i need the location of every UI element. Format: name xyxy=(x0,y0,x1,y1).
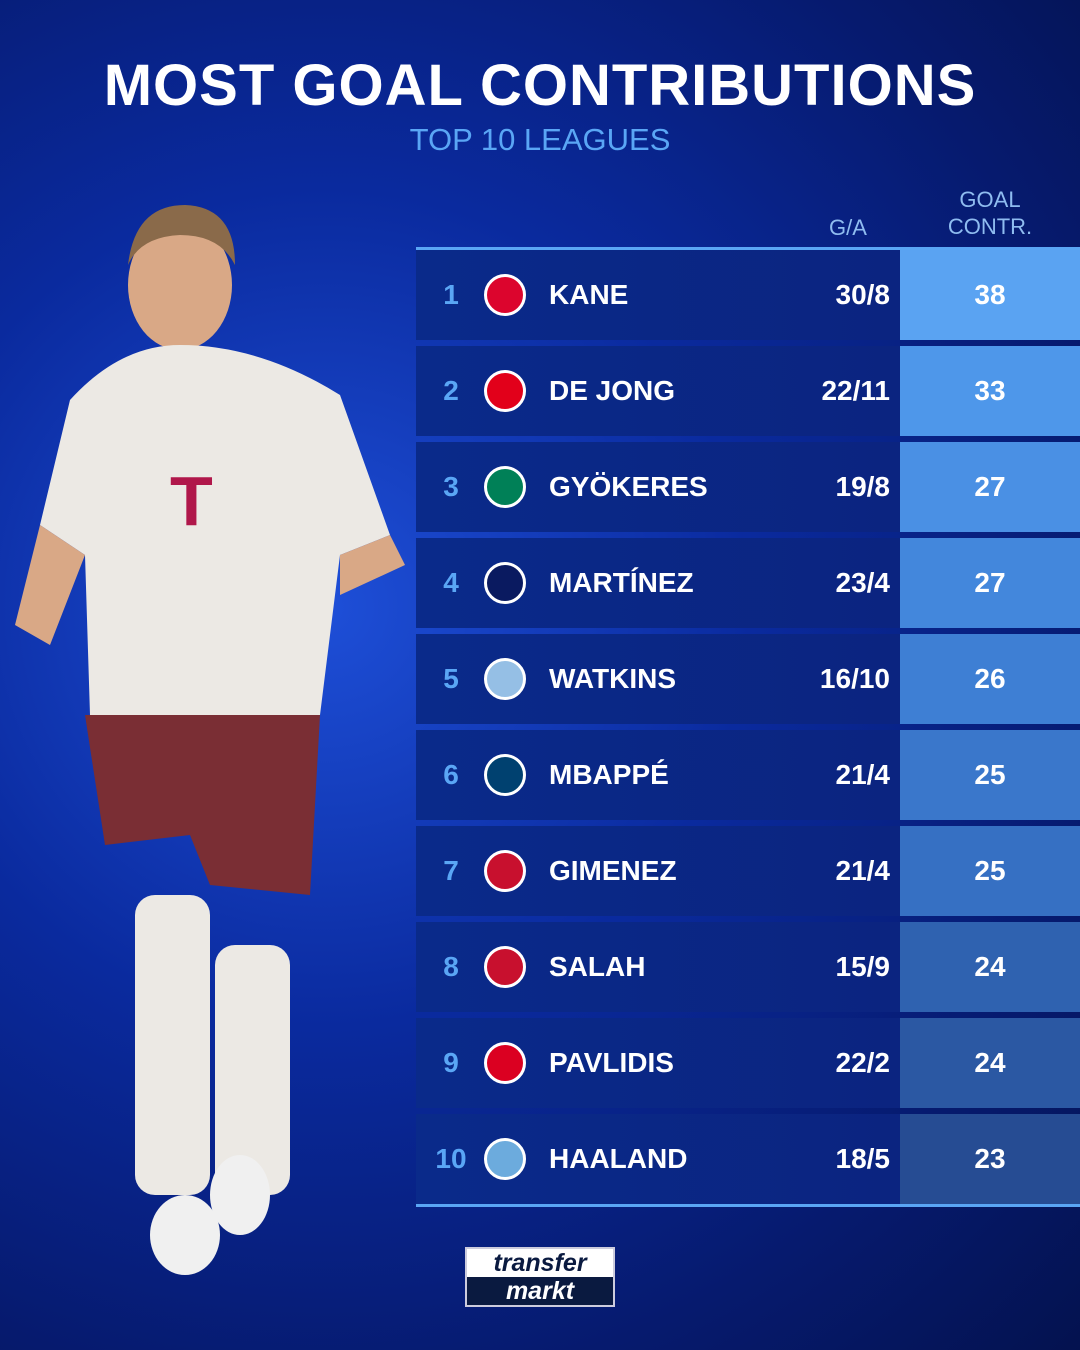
inter-crest-icon xyxy=(484,562,526,604)
goals-assists: 21/4 xyxy=(835,759,891,790)
column-header-line1: GOAL xyxy=(959,187,1021,212)
page-subtitle: TOP 10 LEAGUES xyxy=(409,122,671,157)
goal-contributions: 27 xyxy=(900,442,1080,532)
rank: 6 xyxy=(443,759,459,790)
column-header-line2: CONTR. xyxy=(947,214,1033,239)
rank: 3 xyxy=(443,471,459,502)
player-photo: T xyxy=(10,195,410,1285)
goals-assists: 21/4 xyxy=(835,855,891,886)
table-row: 1 KANE 30/8 38 xyxy=(416,250,1080,340)
table-row: 8 SALAH 15/9 24 xyxy=(416,922,1080,1012)
goal-contributions: 26 xyxy=(900,634,1080,724)
table-row: 4 MARTÍNEZ 23/4 27 xyxy=(416,538,1080,628)
goal-contributions: 23 xyxy=(900,1114,1080,1204)
goal-contributions: 38 xyxy=(900,250,1080,340)
transfermarkt-logo: transfer markt xyxy=(465,1247,615,1307)
player-name: KANE xyxy=(549,279,629,310)
goal-contributions: 24 xyxy=(900,922,1080,1012)
goal-contributions: 33 xyxy=(900,346,1080,436)
goals-assists: 19/8 xyxy=(835,471,891,502)
liverpool-crest-icon xyxy=(484,946,526,988)
rank: 10 xyxy=(435,1143,467,1174)
page-title: MOST GOAL CONTRIBUTIONS xyxy=(103,53,977,118)
goal-contributions: 24 xyxy=(900,1018,1080,1108)
table-top-divider xyxy=(416,247,1080,250)
goals-assists: 18/5 xyxy=(835,1143,891,1174)
psg-crest-icon xyxy=(484,754,526,796)
psv-crest-icon xyxy=(484,370,526,412)
goal-contributions: 27 xyxy=(900,538,1080,628)
svg-text:T: T xyxy=(170,462,213,540)
goals-assists: 15/9 xyxy=(835,951,891,982)
column-header-ga: G/A xyxy=(829,215,867,240)
player-name: PAVLIDIS xyxy=(549,1047,674,1078)
goals-assists: 22/11 xyxy=(821,375,890,406)
logo-line2: markt xyxy=(505,1277,575,1305)
player-name: SALAH xyxy=(549,951,646,982)
aston-villa-crest-icon xyxy=(484,658,526,700)
table-row: 9 PAVLIDIS 22/2 24 xyxy=(416,1018,1080,1108)
goal-contributions: 25 xyxy=(900,826,1080,916)
table-bottom-divider xyxy=(416,1204,1080,1207)
player-name: WATKINS xyxy=(549,663,677,694)
rank: 7 xyxy=(443,855,459,886)
player-name: MARTÍNEZ xyxy=(549,567,694,598)
rank: 9 xyxy=(443,1047,459,1078)
feyenoord-crest-icon xyxy=(484,850,526,892)
column-header-goal-contr: GOAL CONTR. xyxy=(930,186,1050,240)
player-name: HAALAND xyxy=(549,1143,688,1174)
table-row: 5 WATKINS 16/10 26 xyxy=(416,634,1080,724)
az-crest-icon xyxy=(484,1042,526,1084)
table-row: 6 MBAPPÉ 21/4 25 xyxy=(416,730,1080,820)
rank: 5 xyxy=(443,663,459,694)
table-row: 3 GYÖKERES 19/8 27 xyxy=(416,442,1080,532)
goals-assists: 30/8 xyxy=(835,279,891,310)
goal-contributions: 25 xyxy=(900,730,1080,820)
rank: 1 xyxy=(443,279,459,310)
player-name: GIMENEZ xyxy=(549,855,677,886)
goals-assists: 23/4 xyxy=(835,567,891,598)
goals-assists: 16/10 xyxy=(819,663,890,694)
player-name: DE JONG xyxy=(549,375,676,406)
rank: 2 xyxy=(443,375,459,406)
goals-assists: 22/2 xyxy=(835,1047,891,1078)
player-name: MBAPPÉ xyxy=(549,759,669,790)
rank: 4 xyxy=(443,567,459,598)
table-row: 2 DE JONG 22/11 33 xyxy=(416,346,1080,436)
sporting-cp-crest-icon xyxy=(484,466,526,508)
table-row: 7 GIMENEZ 21/4 25 xyxy=(416,826,1080,916)
fc-bayern-crest-icon xyxy=(484,274,526,316)
player-name: GYÖKERES xyxy=(549,471,708,502)
man-city-crest-icon xyxy=(484,1138,526,1180)
logo-line1: transfer xyxy=(467,1249,613,1277)
rank: 8 xyxy=(443,951,459,982)
table-row: 10 HAALAND 18/5 23 xyxy=(416,1114,1080,1204)
